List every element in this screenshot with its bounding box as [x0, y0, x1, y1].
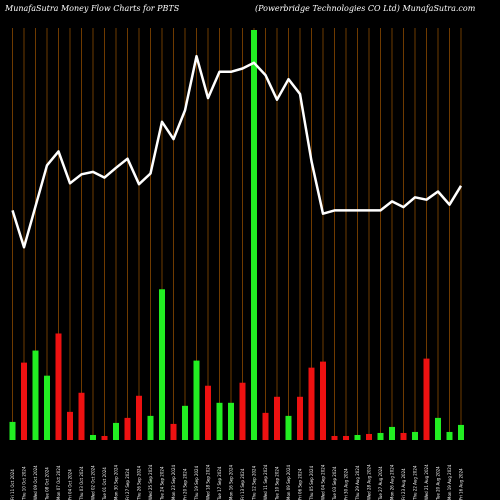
- x-tick-label: Wed 28 Aug 2024: [367, 464, 372, 500]
- flow-bar: [32, 350, 39, 440]
- flow-bar: [366, 433, 372, 440]
- flow-bar: [136, 395, 142, 440]
- x-tick-label: Fri 20 Sep 2024: [183, 468, 188, 500]
- grid-lines: [12, 28, 462, 440]
- flow-bar: [251, 30, 257, 440]
- flow-bar: [159, 289, 165, 440]
- flow-bar: [216, 402, 223, 440]
- flow-bar: [44, 375, 50, 440]
- x-tick-label: Tue 27 Aug 2024: [378, 466, 383, 500]
- flow-bar: [297, 396, 303, 440]
- flow-bar: [389, 426, 395, 440]
- flow-bar: [308, 367, 315, 440]
- x-tick-label: Mon 09 Sep 2024: [286, 464, 291, 500]
- x-tick-label: Fri 13 Sep 2024: [240, 468, 245, 500]
- x-tick-label: Fri 30 Aug 2024: [344, 468, 349, 500]
- flow-bar: [228, 402, 234, 440]
- flow-bar: [193, 360, 200, 440]
- x-tick-label: Thu 05 Sep 2024: [309, 465, 314, 500]
- x-tick-label: Tue 03 Sep 2024: [332, 466, 337, 500]
- x-tick-label: Thu 19 Sep 2024: [194, 465, 199, 500]
- x-tick-label: Mon 19 Aug 2024: [447, 464, 452, 500]
- flow-bar: [435, 417, 441, 440]
- flow-bar: [21, 362, 27, 440]
- price-line: [11, 54, 463, 249]
- flow-bar: [446, 431, 453, 440]
- flow-bar: [343, 435, 349, 440]
- flow-bar: [170, 423, 177, 440]
- x-tick-label: Wed 11 Sep 2024: [263, 464, 268, 500]
- flow-bar: [239, 382, 246, 440]
- price-line-layer: [11, 54, 463, 249]
- flow-bar: [285, 415, 292, 440]
- x-tick-label: Tue 10 Sep 2024: [275, 466, 280, 500]
- money-flow-bars: [9, 30, 464, 440]
- x-tick-label: Mon 23 Sep 2024: [171, 464, 176, 500]
- x-tick-label: Wed 21 Aug 2024: [424, 464, 429, 500]
- x-tick-label: Fri 16 Aug 2024: [459, 468, 464, 500]
- x-tick-label: Thu 29 Aug 2024: [355, 465, 360, 500]
- flow-bar: [147, 415, 154, 440]
- flow-bar: [9, 421, 16, 440]
- x-tick-label: Mon 16 Sep 2024: [229, 464, 234, 500]
- x-tick-label: Tue 24 Sep 2024: [160, 466, 165, 500]
- x-tick-label: Tue 17 Sep 2024: [217, 466, 222, 500]
- flow-bar: [262, 412, 269, 440]
- x-tick-label: Fri 11 Oct 2024: [10, 469, 15, 500]
- x-tick-label: Wed 04 Sep 2024: [321, 464, 326, 500]
- flow-bar: [320, 361, 326, 440]
- flow-bar: [113, 422, 119, 440]
- x-tick-label: Wed 25 Sep 2024: [148, 464, 153, 500]
- flow-bar: [423, 358, 430, 440]
- flow-bar: [458, 424, 464, 440]
- flow-bar: [78, 392, 85, 440]
- x-tick-label: Tue 01 Oct 2024: [102, 467, 107, 500]
- flow-bar: [412, 431, 418, 440]
- x-tick-label: Fri 06 Sep 2024: [298, 468, 303, 500]
- x-tick-labels: Fri 11 Oct 2024 Thu 10 Oct 2024 Wed 09 Oct…: [10, 464, 464, 500]
- x-tick-label: Tue 08 Oct 2024: [45, 467, 50, 500]
- x-tick-label: Fri 23 Aug 2024: [401, 468, 406, 500]
- x-tick-label: Mon 07 Oct 2024: [56, 465, 61, 500]
- x-tick-label: Tue 20 Aug 2024: [436, 466, 441, 500]
- x-tick-label: Thu 22 Aug 2024: [413, 465, 418, 500]
- flow-bar: [90, 434, 96, 440]
- flow-bar: [205, 385, 211, 440]
- x-tick-label: Mon 30 Sep 2024: [114, 464, 119, 500]
- flow-bar: [354, 434, 361, 440]
- flow-bar: [182, 405, 188, 440]
- x-tick-label: Wed 02 Oct 2024: [91, 465, 96, 500]
- x-tick-label: Mon 26 Aug 2024: [390, 464, 395, 500]
- x-tick-label: Thu 12 Sep 2024: [252, 465, 257, 500]
- x-tick-label: Fri 27 Sep 2024: [125, 468, 130, 500]
- flow-bar: [400, 432, 407, 440]
- flow-bar: [331, 435, 338, 440]
- chart-title-left: MunafaSutra Money Flow Charts for PBTS: [4, 4, 180, 13]
- flow-bar: [377, 432, 384, 440]
- x-tick-label: Thu 26 Sep 2024: [137, 465, 142, 500]
- flow-bar: [274, 396, 280, 440]
- x-tick-label: Wed 09 Oct 2024: [33, 465, 38, 500]
- x-tick-label: Wed 18 Sep 2024: [206, 464, 211, 500]
- flow-bar: [67, 411, 73, 440]
- x-tick-label: Thu 10 Oct 2024: [22, 466, 27, 500]
- flow-bar: [124, 417, 131, 440]
- chart-title-right: (Powerbridge Technologies CO Ltd) Munafa…: [255, 4, 476, 13]
- flow-bar: [101, 435, 108, 440]
- flow-bar: [55, 333, 62, 440]
- x-tick-label: Thu 03 Oct 2024: [79, 466, 84, 500]
- x-tick-label: Fri 04 Oct 2024: [68, 469, 73, 500]
